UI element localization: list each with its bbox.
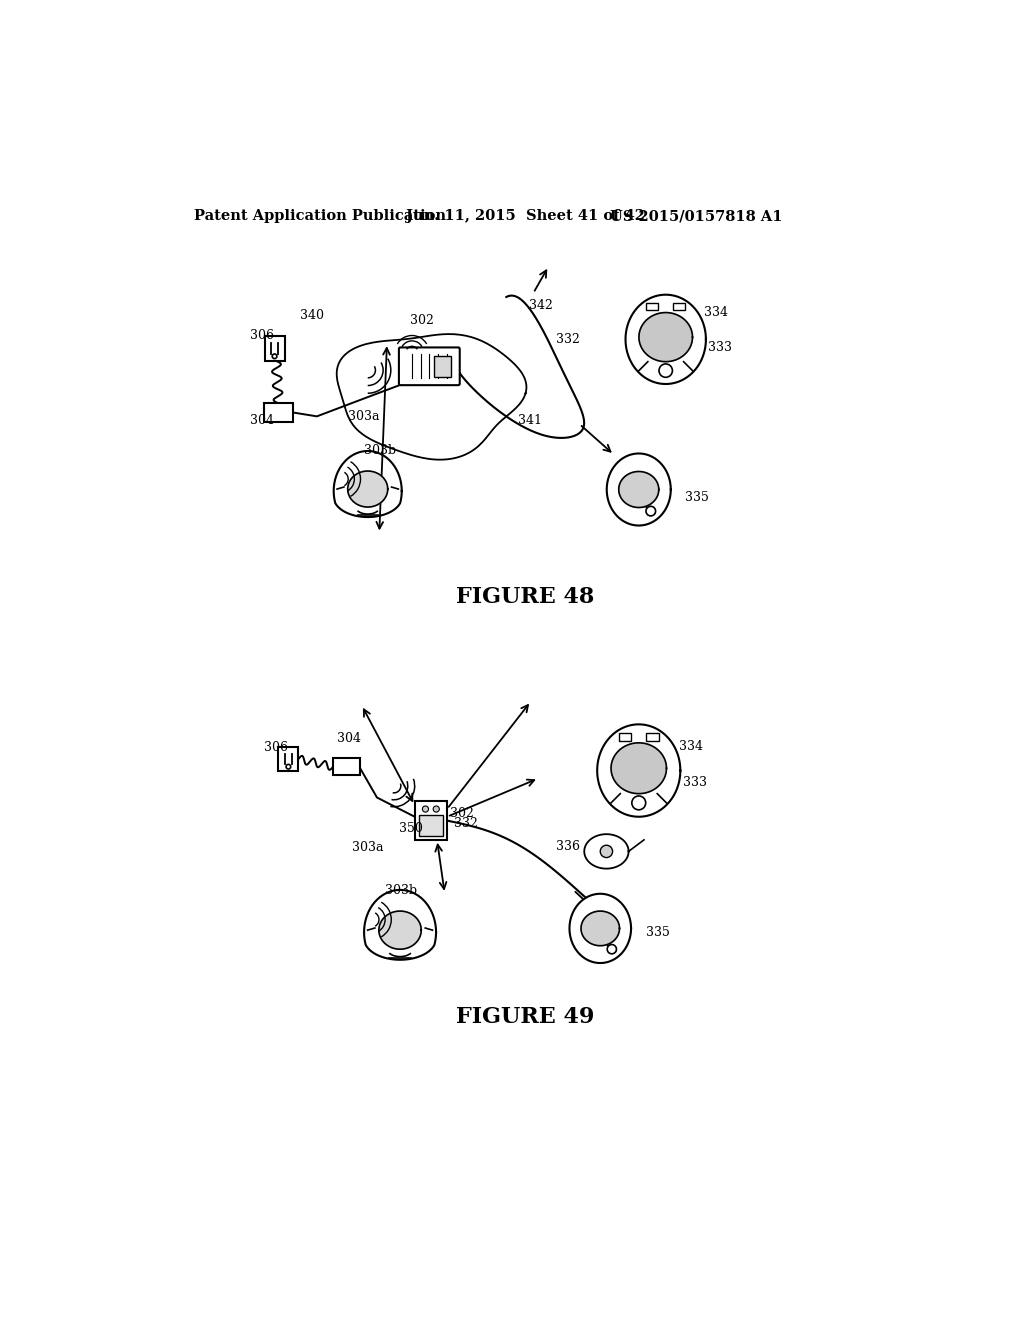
Bar: [419, 814, 443, 836]
Text: 303b: 303b: [364, 444, 396, 457]
Polygon shape: [348, 471, 388, 507]
Text: 306: 306: [250, 330, 273, 342]
Text: 333: 333: [708, 341, 732, 354]
Circle shape: [659, 364, 673, 378]
Text: 303b: 303b: [385, 884, 417, 896]
Text: 342: 342: [529, 298, 553, 312]
Text: 303a: 303a: [348, 411, 380, 424]
Bar: [415, 801, 447, 840]
Text: 335: 335: [685, 491, 709, 504]
Text: Patent Application Publication: Patent Application Publication: [194, 209, 445, 223]
Polygon shape: [365, 890, 436, 960]
Text: Jun. 11, 2015  Sheet 41 of 42: Jun. 11, 2015 Sheet 41 of 42: [407, 209, 645, 223]
Polygon shape: [611, 743, 667, 793]
Bar: [333, 758, 359, 775]
Bar: [646, 302, 658, 310]
FancyBboxPatch shape: [279, 747, 298, 771]
Text: 332: 332: [454, 817, 478, 830]
Bar: [646, 733, 658, 741]
Text: 304: 304: [250, 414, 273, 428]
Bar: [264, 404, 293, 422]
Polygon shape: [618, 471, 658, 507]
Text: 340: 340: [300, 309, 324, 322]
Text: 302: 302: [410, 314, 434, 327]
Text: FIGURE 48: FIGURE 48: [456, 586, 594, 609]
Text: 333: 333: [683, 776, 708, 789]
Polygon shape: [581, 911, 620, 945]
Bar: [673, 302, 685, 310]
Circle shape: [600, 845, 612, 858]
Circle shape: [646, 507, 655, 516]
Polygon shape: [569, 894, 631, 964]
Text: 334: 334: [705, 306, 728, 319]
Polygon shape: [334, 451, 401, 517]
Polygon shape: [597, 725, 680, 817]
Text: US 2015/0157818 A1: US 2015/0157818 A1: [609, 209, 782, 223]
Text: 306: 306: [264, 742, 288, 754]
Polygon shape: [379, 911, 421, 949]
Polygon shape: [639, 313, 692, 362]
Text: FIGURE 49: FIGURE 49: [456, 1006, 594, 1028]
Polygon shape: [585, 834, 629, 869]
FancyBboxPatch shape: [399, 347, 460, 385]
Text: 335: 335: [646, 927, 671, 939]
Text: 332: 332: [556, 333, 581, 346]
Circle shape: [433, 807, 439, 812]
Circle shape: [607, 945, 616, 954]
Text: 350: 350: [398, 822, 422, 836]
Polygon shape: [607, 454, 671, 525]
Text: 341: 341: [518, 414, 542, 428]
Polygon shape: [626, 294, 706, 384]
Circle shape: [422, 807, 429, 812]
Circle shape: [632, 796, 646, 810]
Text: 336: 336: [556, 840, 581, 853]
FancyBboxPatch shape: [264, 337, 285, 360]
Text: 302: 302: [451, 807, 474, 820]
Polygon shape: [337, 334, 526, 459]
Text: 303a: 303a: [351, 841, 383, 854]
Bar: [434, 356, 452, 376]
Text: 304: 304: [337, 733, 360, 744]
Bar: [618, 733, 631, 741]
Text: 334: 334: [679, 739, 702, 752]
